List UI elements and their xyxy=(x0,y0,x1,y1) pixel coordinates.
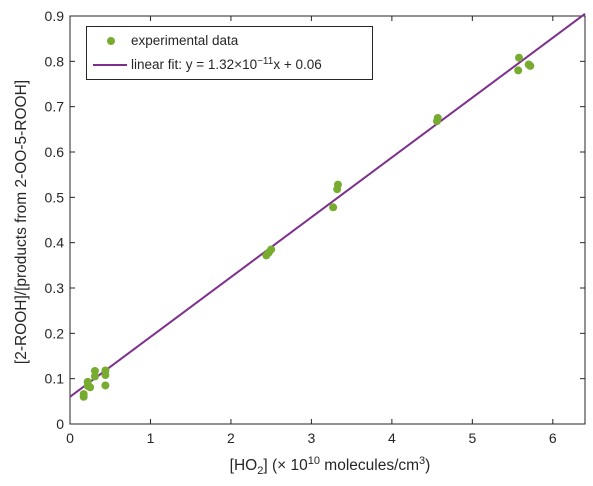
x-tick-label: 0 xyxy=(66,430,74,446)
x-tick-label: 6 xyxy=(549,430,557,446)
x-label-part: ) xyxy=(425,457,431,474)
data-point xyxy=(329,203,338,212)
fit-label-exponent: −11 xyxy=(257,56,274,67)
x-axis-label: [HO2] (× 1010 molecules/cm3) xyxy=(230,455,431,477)
legend-marker-line xyxy=(93,64,127,66)
x-tick-label: 4 xyxy=(388,430,396,446)
y-tick-label: 0.8 xyxy=(45,53,65,69)
y-tick-label: 0.4 xyxy=(45,235,65,251)
fit-label-part: linear fit: y = 1.32×10 xyxy=(131,57,258,72)
data-point xyxy=(86,383,95,392)
x-label-part: [HO xyxy=(229,457,258,474)
data-point xyxy=(526,61,535,70)
y-tick-label: 0.5 xyxy=(45,189,65,205)
data-point xyxy=(514,66,523,75)
y-tick-label: 0.7 xyxy=(45,99,65,115)
fit-label-part: x + 0.06 xyxy=(273,57,322,72)
axes-box xyxy=(69,15,586,425)
data-point xyxy=(90,366,99,375)
legend-label-fit: linear fit: y = 1.32×10−11x + 0.06 xyxy=(131,56,322,72)
x-tick-label: 1 xyxy=(147,430,155,446)
y-tick-label: 0.3 xyxy=(45,280,65,296)
x-tick-label: 2 xyxy=(227,430,235,446)
legend-entry-experimental: experimental data xyxy=(87,32,372,52)
data-point xyxy=(333,180,342,189)
legend-label-experimental: experimental data xyxy=(131,33,239,48)
y-tick-label: 0.2 xyxy=(45,325,65,341)
y-axis-label-text: [2-ROOH]/[products from 2-OO-5-ROOH] xyxy=(13,79,30,365)
data-point xyxy=(433,114,442,122)
legend-marker-dot xyxy=(107,37,115,45)
data-point xyxy=(267,245,276,254)
x-label-part: ] (× 10 xyxy=(263,457,308,474)
x-label-part: molecules/cm xyxy=(319,457,420,474)
x-label-exponent: 10 xyxy=(307,455,320,467)
y-tick-label: 0.6 xyxy=(45,144,65,160)
data-point xyxy=(79,390,88,399)
x-label-subscript: 2 xyxy=(257,465,264,477)
legend-entry-fit: linear fit: y = 1.32×10−11x + 0.06 xyxy=(87,55,372,75)
x-tick-label: 3 xyxy=(308,430,316,446)
legend: experimental data linear fit: y = 1.32×1… xyxy=(86,26,373,80)
y-tick-label: 0.9 xyxy=(45,8,65,24)
data-point xyxy=(101,366,110,375)
x-label-exponent: 3 xyxy=(419,455,426,467)
data-point xyxy=(101,381,110,390)
data-point xyxy=(515,53,524,62)
y-tick-label: 0 xyxy=(56,416,64,432)
y-tick-label: 0.1 xyxy=(45,371,65,387)
fit-line xyxy=(69,13,586,398)
x-tick-label: 5 xyxy=(468,430,476,446)
